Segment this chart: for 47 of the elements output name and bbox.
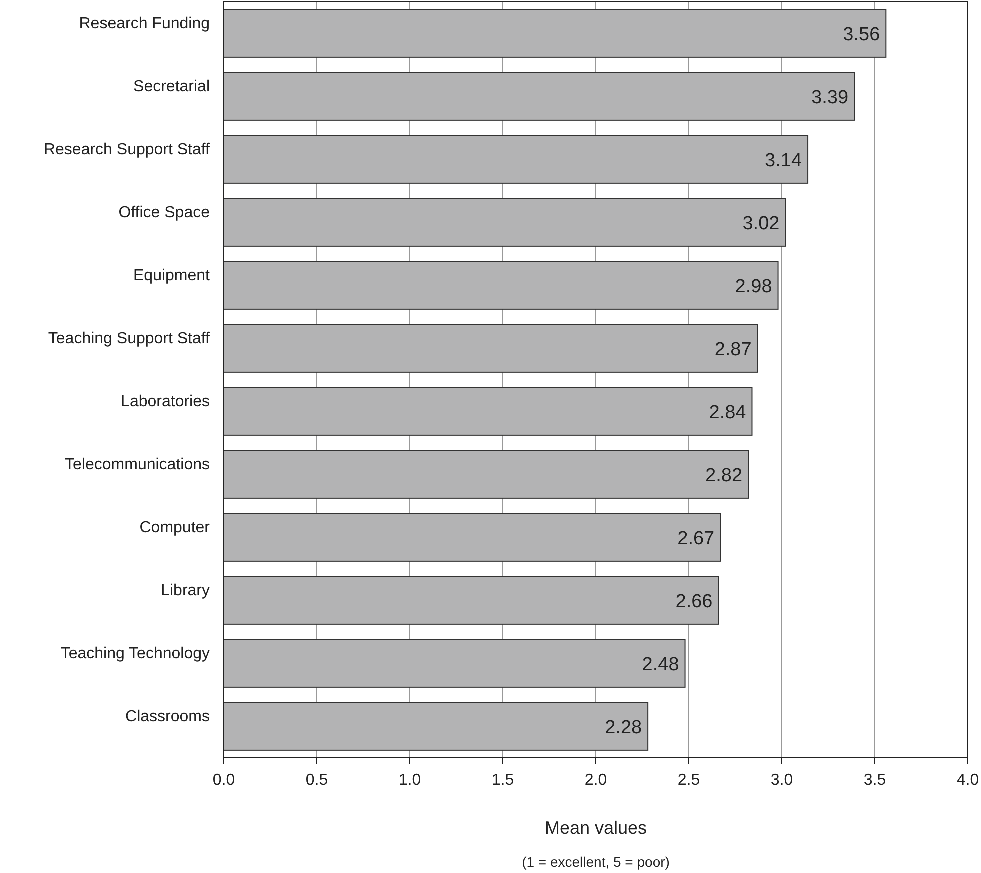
y-tick-label: Laboratories: [121, 394, 210, 410]
x-tick-label: 1.0: [398, 772, 422, 789]
x-tick-label: 4.0: [956, 772, 980, 789]
y-tick-label: Research Support Staff: [44, 142, 211, 158]
x-tick-label: 0.5: [306, 772, 328, 789]
bar: [224, 9, 887, 58]
bar: [224, 576, 720, 625]
y-tick-label: Teaching Support Staff: [48, 330, 211, 348]
bar: [224, 387, 753, 436]
data-label: 2.87: [714, 340, 752, 360]
bar: [224, 324, 758, 373]
x-axis-title: Mean values: [544, 818, 648, 838]
data-label: 2.28: [605, 718, 642, 738]
bar: [224, 639, 686, 688]
y-tick-label: Teaching Technology: [60, 646, 210, 662]
y-tick-label: Computer: [140, 520, 211, 536]
data-label: 3.02: [742, 214, 780, 234]
bar: [224, 135, 809, 184]
y-tick-label: Secretarial: [134, 78, 210, 96]
y-tick-label: Library: [161, 582, 210, 600]
y-tick-label: Telecommunications: [65, 456, 210, 474]
data-label: 2.82: [706, 466, 743, 486]
data-label: 2.98: [735, 276, 772, 298]
bar: [224, 513, 722, 562]
bar: [224, 702, 649, 751]
data-label: 2.66: [676, 592, 713, 612]
data-label: 3.56: [843, 24, 880, 46]
x-tick-label: 1.5: [492, 772, 514, 789]
x-tick-label: 0.0: [212, 772, 236, 789]
bar: [224, 72, 856, 121]
x-tick-label: 3.0: [770, 772, 794, 789]
x-tick-label: 2.5: [678, 772, 700, 789]
data-label: 3.14: [765, 150, 802, 172]
x-tick-label: 2.0: [584, 772, 608, 789]
y-tick-label: Research Funding: [79, 16, 210, 32]
data-label: 2.84: [709, 402, 747, 424]
x-tick-label: 3.5: [864, 772, 886, 789]
text: (1 = excellent, 5 = poor): [522, 854, 670, 870]
y-tick-label: Classrooms: [126, 708, 210, 726]
data-label: 2.67: [678, 528, 715, 550]
bar: [224, 198, 786, 247]
bar: [224, 261, 779, 310]
data-label: 2.48: [642, 654, 680, 676]
data-label: 3.39: [812, 88, 849, 108]
bar: [224, 450, 750, 499]
y-tick-label: Office Space: [118, 204, 210, 222]
y-tick-label: Equipment: [134, 268, 211, 284]
